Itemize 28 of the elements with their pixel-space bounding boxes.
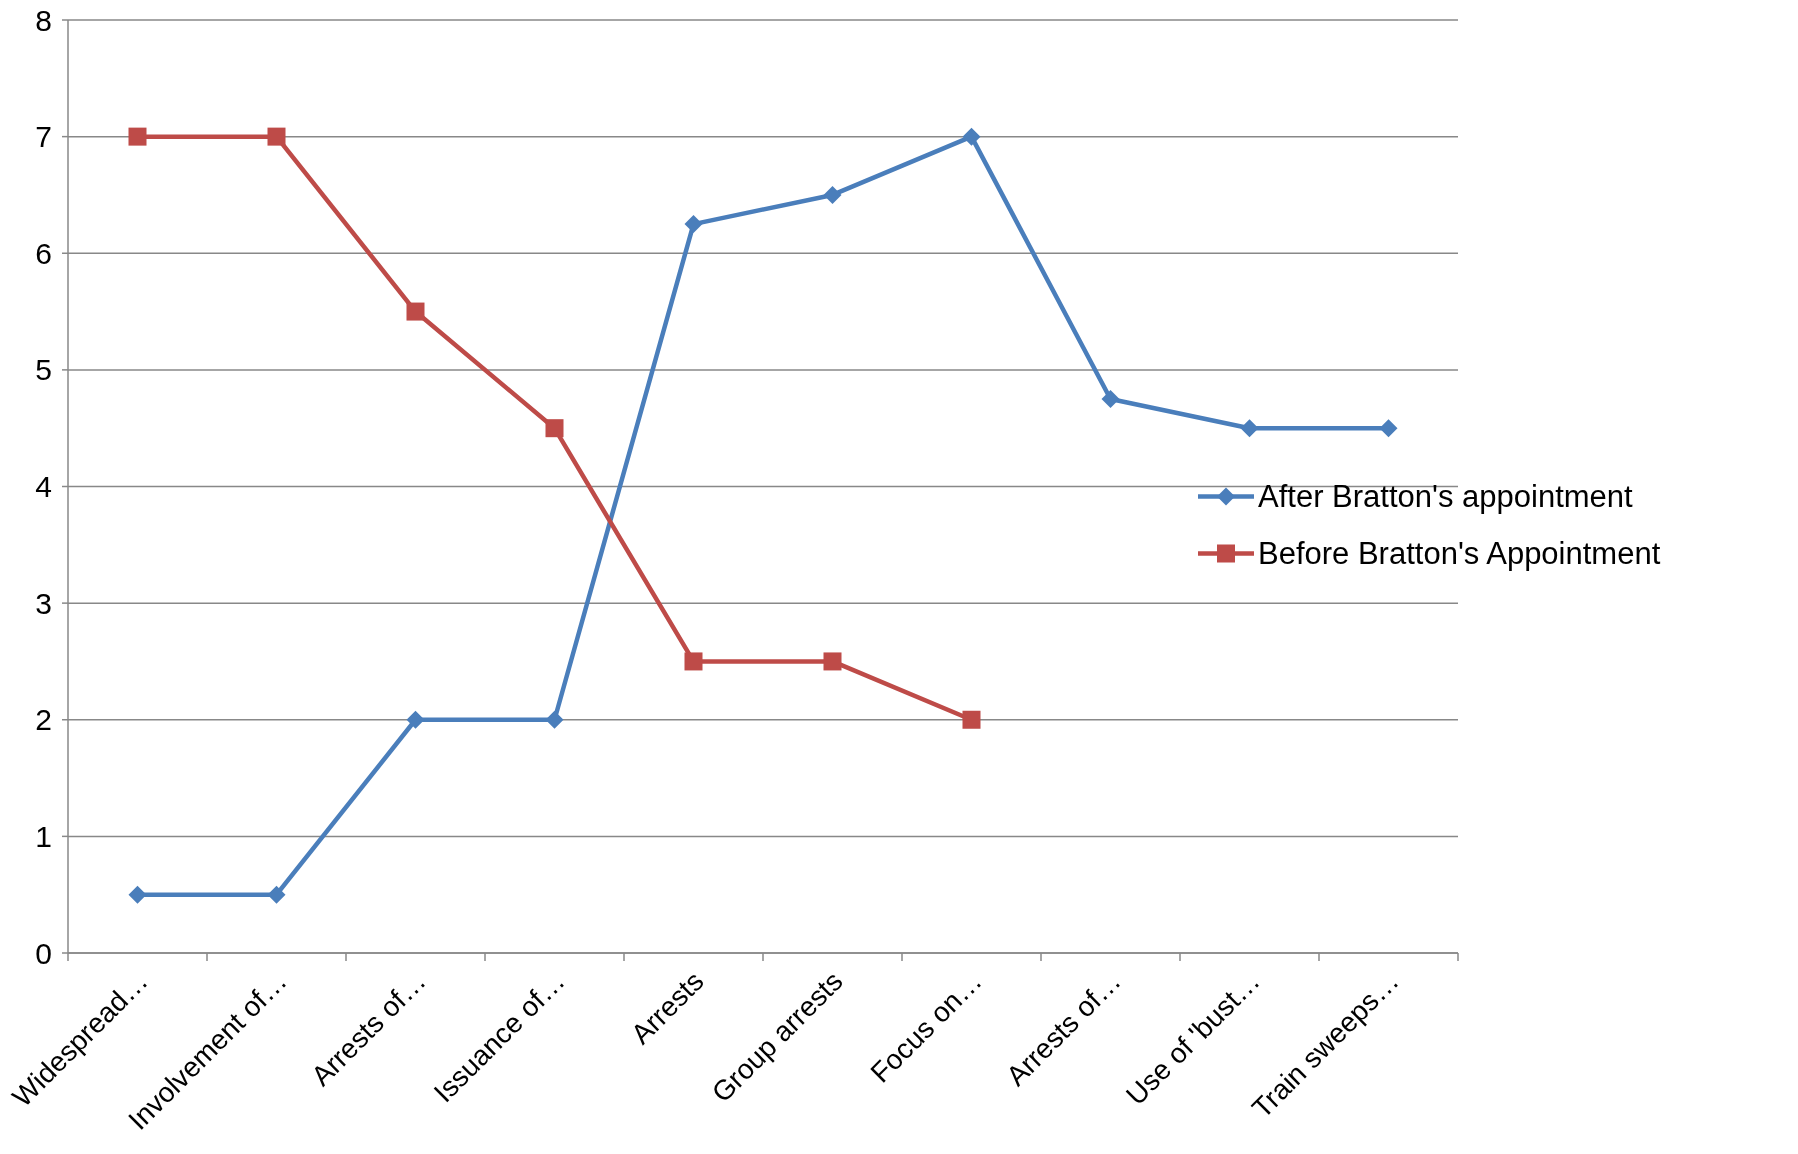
y-tick-label: 0 [35, 936, 52, 970]
point [1101, 390, 1120, 409]
point [962, 710, 981, 729]
point [684, 215, 703, 234]
point [1379, 419, 1398, 438]
y-tick-label: 7 [35, 120, 52, 154]
point [267, 885, 286, 904]
y-tick-label: 1 [35, 819, 52, 853]
point [267, 127, 286, 146]
point [128, 885, 147, 904]
point [128, 127, 147, 146]
y-tick-label: 3 [35, 586, 52, 620]
y-tick-label: 8 [35, 3, 52, 37]
y-tick-label: 4 [35, 470, 52, 503]
point [545, 710, 564, 729]
legend-label: After Bratton's appointment [1258, 479, 1634, 515]
point [1240, 419, 1259, 438]
point [823, 652, 842, 671]
point [823, 185, 842, 204]
y-tick-label: 6 [35, 236, 52, 270]
y-tick-label: 5 [35, 353, 52, 387]
point [406, 710, 425, 729]
point [684, 652, 703, 671]
y-tick-label: 2 [35, 703, 52, 737]
legend-label: Before Bratton's Appointment [1258, 536, 1661, 572]
point [545, 419, 564, 438]
point [962, 127, 981, 146]
point [406, 302, 425, 321]
